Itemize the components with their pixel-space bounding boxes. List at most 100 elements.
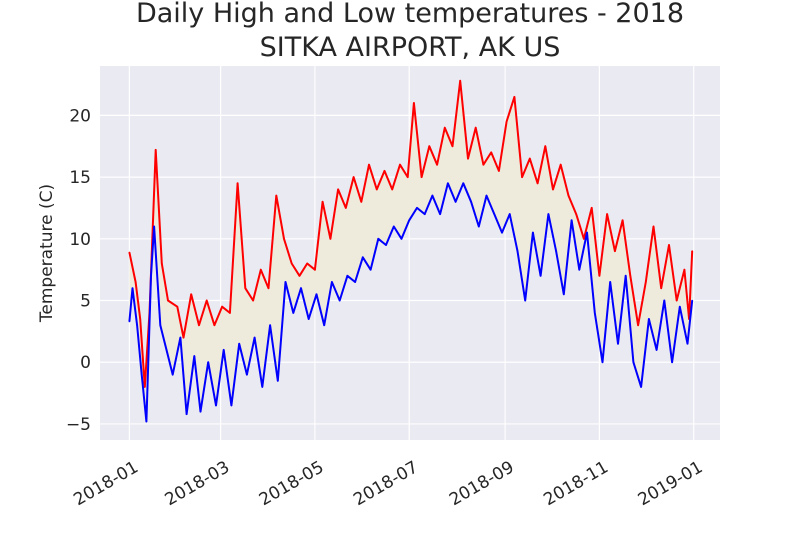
data-point xyxy=(346,275,349,277)
data-point xyxy=(253,336,256,339)
data-point xyxy=(652,225,655,228)
data-point xyxy=(640,386,642,388)
data-point xyxy=(383,170,386,172)
data-point xyxy=(199,410,202,413)
data-point xyxy=(590,207,593,209)
data-point xyxy=(128,251,131,254)
data-point xyxy=(154,149,157,151)
data-point xyxy=(292,312,295,314)
data-point xyxy=(575,213,577,215)
data-point xyxy=(505,120,508,123)
y-tick-label: 20 xyxy=(69,106,91,126)
data-point xyxy=(478,225,480,228)
data-point xyxy=(376,188,378,191)
data-point xyxy=(337,188,339,191)
data-point xyxy=(621,219,624,222)
data-point xyxy=(539,275,542,277)
data-point xyxy=(190,293,192,296)
data-point xyxy=(559,163,562,166)
y-axis: −5 0 5 10 15 20 xyxy=(66,106,91,435)
data-point xyxy=(213,324,216,327)
data-point xyxy=(660,287,662,290)
y-axis-label: Temperature (C) xyxy=(37,184,57,323)
data-point xyxy=(261,386,264,388)
data-point xyxy=(269,324,271,327)
data-point xyxy=(508,213,511,215)
data-point xyxy=(345,207,347,209)
data-point xyxy=(315,293,318,296)
low-temperature-series xyxy=(128,182,694,423)
data-point xyxy=(679,305,681,308)
data-point xyxy=(586,231,588,234)
data-point xyxy=(439,213,441,215)
data-point xyxy=(198,324,200,327)
data-point xyxy=(360,201,363,203)
data-point xyxy=(524,299,526,302)
data-point xyxy=(648,318,650,320)
data-point xyxy=(474,126,477,129)
data-point xyxy=(159,324,162,327)
data-point xyxy=(462,182,465,185)
data-point xyxy=(307,318,310,320)
data-point xyxy=(193,355,196,357)
data-point xyxy=(377,238,380,240)
data-point xyxy=(544,145,547,147)
data-point xyxy=(354,281,356,283)
data-point xyxy=(244,287,247,290)
data-point xyxy=(428,145,431,147)
data-point xyxy=(321,201,324,203)
data-point xyxy=(601,361,604,364)
data-point xyxy=(171,373,174,376)
data-point xyxy=(529,157,531,160)
data-point xyxy=(691,299,693,302)
data-point xyxy=(423,213,426,215)
data-point xyxy=(416,207,418,209)
data-point xyxy=(290,262,293,265)
data-point xyxy=(236,182,239,185)
data-point xyxy=(482,163,485,166)
data-point xyxy=(131,287,134,290)
y-tick-label: 10 xyxy=(69,230,91,250)
data-point xyxy=(185,413,188,415)
data-point xyxy=(668,244,670,246)
data-point xyxy=(436,163,438,166)
data-point xyxy=(567,194,570,197)
data-point xyxy=(609,281,611,283)
data-point xyxy=(306,262,309,265)
data-point xyxy=(493,213,496,215)
data-point xyxy=(252,299,254,302)
data-point xyxy=(691,250,693,252)
y-tick-label: 0 xyxy=(80,353,91,373)
low-temperature-line xyxy=(128,182,694,423)
data-point xyxy=(501,231,503,234)
y-tick-label: −5 xyxy=(66,415,91,435)
data-point xyxy=(632,361,635,364)
data-point xyxy=(675,299,678,302)
data-point xyxy=(284,281,287,283)
data-point xyxy=(145,420,148,423)
data-point xyxy=(393,225,395,228)
data-point xyxy=(570,219,573,222)
data-point xyxy=(663,299,666,302)
data-point xyxy=(176,305,179,308)
data-point xyxy=(215,404,217,407)
data-point xyxy=(222,349,225,351)
data-point xyxy=(420,176,423,178)
data-point xyxy=(498,170,500,172)
data-point xyxy=(459,80,462,82)
data-point xyxy=(583,238,585,240)
data-point xyxy=(683,268,686,271)
data-point xyxy=(167,299,169,302)
data-point xyxy=(606,213,608,215)
data-point xyxy=(485,194,488,197)
data-point xyxy=(400,238,403,240)
data-point xyxy=(637,324,639,327)
data-point xyxy=(229,312,231,314)
data-point xyxy=(655,349,658,351)
data-point xyxy=(153,225,155,228)
data-point xyxy=(629,275,632,277)
data-point xyxy=(300,287,302,290)
series-layer xyxy=(128,79,694,423)
data-point xyxy=(207,361,209,364)
